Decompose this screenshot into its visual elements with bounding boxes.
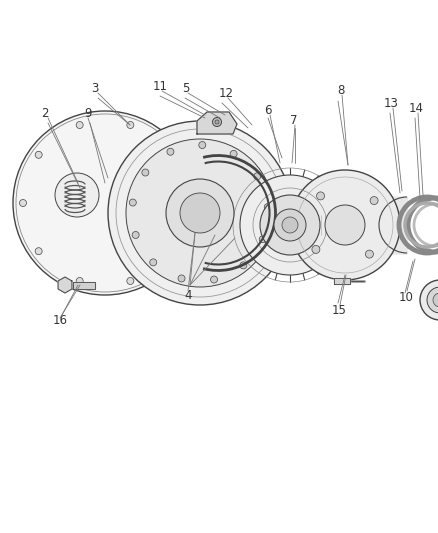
Circle shape bbox=[316, 192, 324, 200]
Circle shape bbox=[240, 175, 339, 275]
Circle shape bbox=[166, 179, 233, 247]
Circle shape bbox=[126, 139, 273, 287]
Text: 4: 4 bbox=[184, 288, 191, 302]
Circle shape bbox=[198, 142, 205, 149]
Circle shape bbox=[166, 148, 173, 155]
Circle shape bbox=[183, 199, 190, 206]
Polygon shape bbox=[364, 197, 406, 253]
Circle shape bbox=[35, 151, 42, 158]
Text: 13: 13 bbox=[383, 96, 398, 109]
Circle shape bbox=[55, 173, 99, 217]
Circle shape bbox=[167, 248, 174, 255]
Polygon shape bbox=[73, 281, 95, 288]
Circle shape bbox=[281, 217, 297, 233]
Circle shape bbox=[127, 278, 134, 285]
Circle shape bbox=[259, 195, 319, 255]
Text: 6: 6 bbox=[264, 103, 271, 117]
Circle shape bbox=[432, 293, 438, 307]
Circle shape bbox=[13, 111, 197, 295]
Circle shape bbox=[108, 121, 291, 305]
Circle shape bbox=[426, 287, 438, 313]
Polygon shape bbox=[333, 278, 349, 284]
Circle shape bbox=[253, 173, 260, 180]
Text: 2: 2 bbox=[41, 107, 49, 119]
Circle shape bbox=[273, 209, 305, 241]
Text: 16: 16 bbox=[53, 314, 67, 327]
Circle shape bbox=[127, 122, 134, 128]
Text: 12: 12 bbox=[218, 86, 233, 100]
Circle shape bbox=[215, 120, 219, 124]
Circle shape bbox=[76, 122, 83, 128]
Text: 15: 15 bbox=[331, 304, 346, 318]
Text: 11: 11 bbox=[152, 79, 167, 93]
Polygon shape bbox=[197, 112, 237, 134]
Circle shape bbox=[419, 280, 438, 320]
Circle shape bbox=[132, 231, 139, 238]
Polygon shape bbox=[290, 215, 299, 235]
Circle shape bbox=[311, 245, 319, 253]
Circle shape bbox=[369, 197, 377, 205]
Circle shape bbox=[264, 204, 271, 211]
Circle shape bbox=[178, 275, 184, 282]
Text: 9: 9 bbox=[84, 107, 92, 119]
Circle shape bbox=[149, 259, 156, 266]
Circle shape bbox=[167, 151, 174, 158]
Circle shape bbox=[76, 278, 83, 285]
Circle shape bbox=[259, 236, 265, 243]
Circle shape bbox=[364, 250, 373, 258]
Circle shape bbox=[180, 193, 219, 233]
Polygon shape bbox=[58, 277, 72, 293]
Circle shape bbox=[129, 199, 136, 206]
Polygon shape bbox=[281, 213, 319, 237]
Circle shape bbox=[19, 199, 26, 206]
Circle shape bbox=[35, 248, 42, 255]
Circle shape bbox=[141, 169, 148, 176]
Circle shape bbox=[210, 276, 217, 283]
Text: 8: 8 bbox=[336, 84, 344, 96]
Text: 14: 14 bbox=[408, 101, 423, 115]
Circle shape bbox=[239, 262, 246, 269]
Circle shape bbox=[290, 170, 399, 280]
Circle shape bbox=[230, 150, 237, 157]
Circle shape bbox=[212, 117, 221, 126]
Text: 3: 3 bbox=[91, 82, 99, 94]
Text: 10: 10 bbox=[398, 290, 413, 303]
Text: 7: 7 bbox=[290, 114, 297, 126]
Circle shape bbox=[324, 205, 364, 245]
Text: 5: 5 bbox=[182, 82, 189, 94]
